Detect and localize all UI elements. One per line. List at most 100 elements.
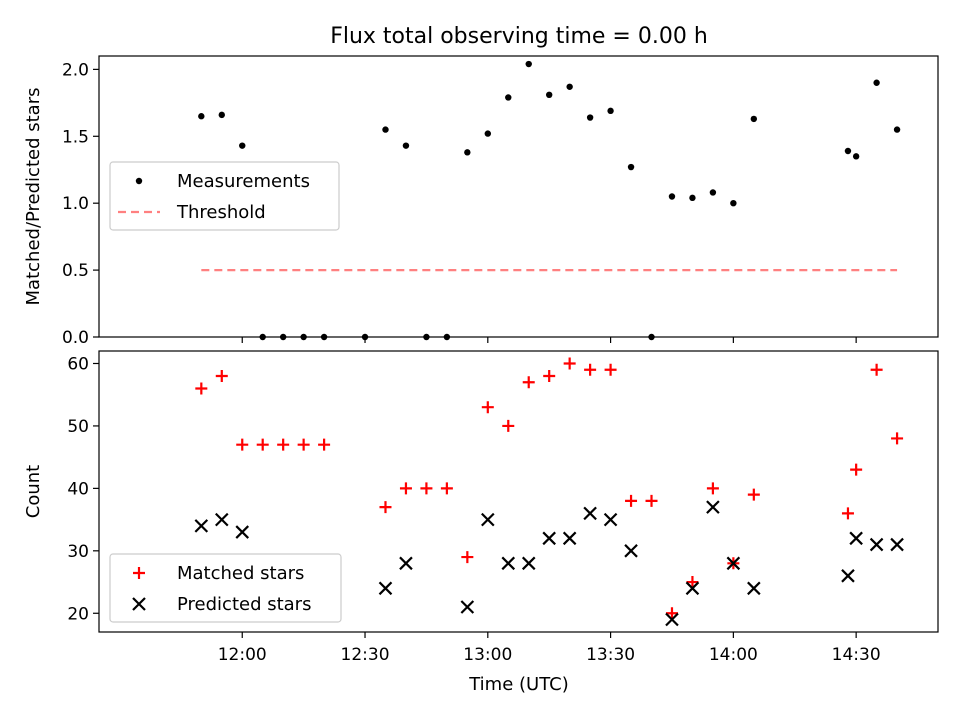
y-tick-label: 60	[67, 354, 89, 374]
predicted-star-point	[562, 531, 577, 546]
measurement-point	[709, 189, 717, 196]
matched-star-point	[891, 432, 904, 445]
measurement-point	[607, 107, 614, 115]
matched-star-point	[297, 438, 310, 451]
y-tick-label: 1.5	[62, 127, 89, 147]
measurement-point	[627, 163, 635, 171]
predicted-star-point	[399, 556, 413, 571]
matched-star-point	[584, 363, 597, 376]
measurement-point	[750, 115, 758, 123]
y-tick-label: 50	[67, 417, 89, 437]
matched-star-point	[645, 494, 658, 507]
matched-star-point	[379, 501, 392, 514]
x-tick-label: 12:30	[341, 645, 390, 665]
y-tick-label: 30	[67, 542, 89, 562]
measurement-point	[648, 333, 655, 341]
y-tick-label: 40	[67, 479, 89, 499]
y-tick-label: 0.5	[62, 261, 89, 281]
measurement-point	[566, 83, 573, 90]
legend-label: Predicted stars	[177, 594, 311, 615]
matched-star-point	[461, 551, 474, 564]
x-tick-label: 13:00	[463, 645, 512, 665]
legend: Measurements Threshold	[109, 161, 340, 231]
y-tick-label: 20	[67, 604, 89, 624]
measurement-point	[259, 333, 266, 341]
predicted-star-point	[460, 600, 475, 614]
measurement-point	[505, 94, 512, 101]
legend-label: Measurements	[177, 171, 310, 192]
matched-star-point	[481, 401, 494, 414]
predicted-star-point	[521, 556, 536, 571]
predicted-star-point	[624, 544, 638, 558]
y-tick-label: 1.0	[62, 194, 89, 214]
predicted-star-point	[890, 537, 904, 552]
measurement-point	[320, 333, 328, 341]
matched-star-point	[563, 357, 576, 370]
predicted-star-point	[726, 556, 741, 571]
measurement-point	[873, 79, 880, 86]
matched-star-point	[440, 482, 453, 495]
measurement-point	[668, 193, 676, 200]
measurement-point	[525, 60, 532, 68]
matched-star-point	[256, 438, 269, 451]
legend: Matched stars Predicted stars	[109, 553, 342, 623]
legend-plus-marker	[133, 567, 145, 579]
measurement-point	[484, 130, 492, 137]
measurement-point	[586, 114, 594, 121]
predicted-star-point	[841, 569, 855, 583]
predicted-star-point	[849, 531, 863, 546]
legend-dot-marker	[135, 177, 143, 185]
matched-star-point	[850, 463, 863, 476]
matched-star-point	[215, 369, 228, 382]
measurement-point	[198, 113, 205, 120]
matched-star-point	[195, 382, 208, 395]
measurement-point	[844, 147, 852, 155]
measurement-point	[423, 333, 430, 341]
measurement-point	[279, 333, 287, 341]
predicted-star-point	[542, 531, 556, 546]
legend-box	[109, 161, 340, 231]
predicted-star-point	[583, 506, 597, 521]
matched-star-point	[522, 376, 535, 389]
matched-star-point	[665, 607, 678, 620]
axes-frame	[98, 55, 939, 338]
measurement-point	[443, 333, 451, 341]
x-tick-label: 13:30	[586, 645, 635, 665]
measurement-point	[218, 111, 225, 119]
measurement-point	[402, 142, 410, 149]
predicted-star-point	[481, 512, 495, 527]
matched-star-point	[399, 482, 412, 495]
measurement-point	[464, 149, 471, 156]
matched-star-point	[420, 482, 433, 495]
predicted-star-point	[747, 581, 761, 596]
predicted-star-point	[706, 500, 720, 514]
matched-star-point	[604, 363, 617, 376]
measurement-point	[300, 333, 307, 341]
x-tick-label: 14:00	[709, 645, 758, 665]
measurement-point	[893, 126, 901, 133]
predicted-star-point	[501, 556, 516, 571]
predicted-star-point	[685, 581, 700, 596]
measurement-point	[545, 91, 553, 99]
matched-star-point	[277, 438, 290, 451]
top-panel: 0.0 0.5 1.0 1.5 2.0 Matched/Predicted stars Me…	[23, 55, 939, 348]
bottom-panel: 12:00 12:30 13:00 13:30 14:00 14:30 20 30 40 50 60…	[23, 350, 939, 665]
measurement-point	[852, 153, 860, 160]
matched-star-point	[870, 363, 883, 376]
legend-x-marker	[132, 597, 146, 611]
matched-star-point	[625, 494, 638, 507]
predicted-star-point	[235, 525, 250, 539]
y-axis-label: Matched/Predicted stars	[23, 88, 44, 306]
matched-star-point	[747, 488, 760, 501]
axes-frame	[98, 350, 939, 633]
predicted-star-point	[194, 519, 209, 533]
measurement-point	[689, 194, 696, 202]
y-tick-label: 0.0	[62, 328, 89, 348]
predicted-star-point	[378, 581, 393, 596]
series-matched-stars	[195, 357, 904, 620]
y-axis-label: Count	[23, 465, 44, 518]
measurement-point	[239, 142, 246, 149]
measurement-point	[361, 333, 369, 341]
predicted-star-point	[665, 612, 679, 627]
